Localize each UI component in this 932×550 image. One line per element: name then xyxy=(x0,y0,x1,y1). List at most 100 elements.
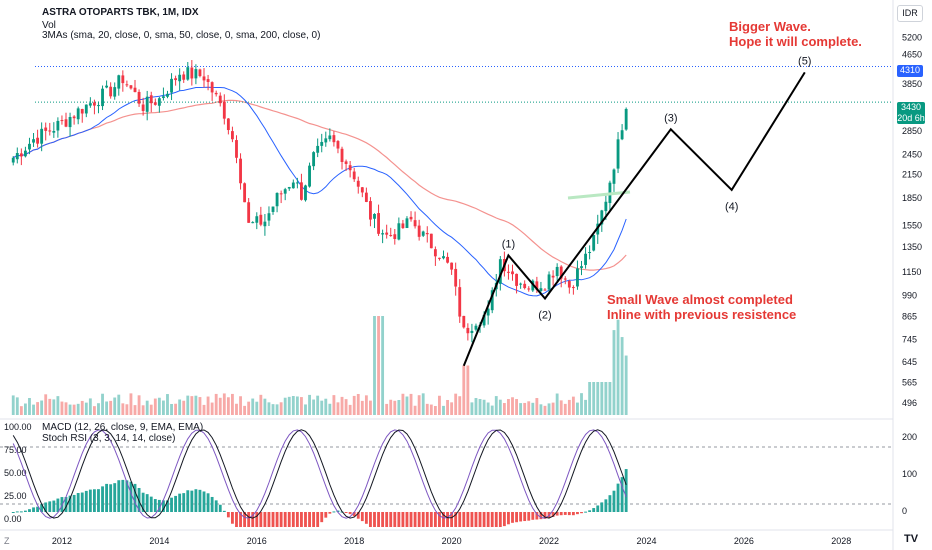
macd-histogram-bar xyxy=(539,512,543,520)
volume-bar xyxy=(369,400,372,415)
volume-bar xyxy=(409,393,413,415)
volume-bar xyxy=(170,403,173,415)
candle-body xyxy=(271,206,275,212)
candle-body xyxy=(97,105,100,107)
candle-body xyxy=(393,234,397,240)
candle-body xyxy=(369,201,372,220)
macd-histogram-bar xyxy=(36,506,40,512)
macd-histogram-bar xyxy=(494,512,498,527)
price-tick-label: 1150 xyxy=(902,267,921,277)
wave-label: (2) xyxy=(538,310,551,322)
candle-body xyxy=(519,283,523,285)
candle-body xyxy=(551,275,555,278)
candle-body xyxy=(157,98,161,106)
volume-bar xyxy=(360,400,364,415)
volume-bar xyxy=(64,402,68,415)
price-tick-label: 1350 xyxy=(902,242,922,252)
timezone-icon[interactable]: Z xyxy=(4,536,10,546)
candle-body xyxy=(60,120,64,122)
candle-body xyxy=(231,131,234,140)
volume-bar xyxy=(271,404,275,415)
volume-bar xyxy=(547,403,551,415)
currency-button[interactable]: IDR xyxy=(897,5,923,22)
volume-bar xyxy=(23,403,27,415)
macd-histogram-bar xyxy=(596,505,600,512)
candle-body xyxy=(178,74,182,82)
macd-histogram-bar xyxy=(511,512,514,523)
candle-body xyxy=(547,274,551,290)
projection-highlight xyxy=(567,190,631,200)
volume-bar xyxy=(592,382,596,415)
macd-histogram-bar xyxy=(612,490,616,512)
candle-body xyxy=(543,289,547,291)
volume-bar xyxy=(413,405,417,415)
volume-bar xyxy=(397,399,401,415)
candle-body xyxy=(364,192,368,202)
macd-histogram-bar xyxy=(490,512,494,527)
volume-bar xyxy=(105,401,109,415)
candle-body xyxy=(385,232,389,235)
volume-bar xyxy=(450,402,454,415)
volume-bar xyxy=(153,398,157,415)
volume-bar xyxy=(80,400,84,415)
macd-histogram-bar xyxy=(295,512,299,527)
volume-bar xyxy=(267,402,271,415)
volume-bar xyxy=(28,398,31,415)
price-tick-label: 2850 xyxy=(902,126,922,136)
chart-title: ASTRA OTOPARTS TBK, 1M, IDX xyxy=(42,7,199,18)
volume-bar xyxy=(515,399,518,415)
volume-bar xyxy=(149,404,153,415)
volume-bar xyxy=(190,396,194,415)
candle-body xyxy=(352,171,356,180)
candle-body xyxy=(300,182,303,200)
ma-legend: 3MAs (sma, 20, close, 0, sma, 50, close,… xyxy=(42,30,321,41)
macd-histogram-bar xyxy=(157,499,161,512)
candle-body xyxy=(417,225,421,237)
volume-bar xyxy=(600,382,604,415)
macd-histogram-bar xyxy=(551,512,555,517)
sma20-line xyxy=(12,86,627,297)
stoch-tick-label: 25.00 xyxy=(4,491,27,501)
volume-bar xyxy=(433,405,437,415)
volume-legend: Vol xyxy=(42,20,56,31)
volume-bar xyxy=(624,355,628,415)
macd-histogram-bar xyxy=(571,512,575,516)
macd-histogram-bar xyxy=(377,512,380,527)
volume-bar xyxy=(113,397,117,415)
macd-histogram-bar xyxy=(417,512,421,527)
macd-histogram-bar xyxy=(11,512,15,513)
candle-body xyxy=(571,287,575,289)
macd-histogram-bar xyxy=(259,512,263,527)
macd-histogram-bar xyxy=(316,512,320,527)
candle-body xyxy=(340,148,344,163)
candle-body xyxy=(36,137,40,144)
macd-histogram-bar xyxy=(226,512,230,518)
candle-body xyxy=(259,214,263,225)
macd-histogram-bar xyxy=(231,512,234,524)
price-tick-label: 2450 xyxy=(902,149,922,159)
macd-histogram-bar xyxy=(72,494,76,512)
macd-histogram-bar xyxy=(64,497,68,512)
macd-histogram-bar xyxy=(478,512,482,527)
volume-bar xyxy=(287,396,291,415)
candle-body xyxy=(92,102,96,106)
volume-bar xyxy=(129,393,133,415)
macd-histogram-bar xyxy=(28,509,31,512)
volume-bar xyxy=(381,316,385,415)
candle-body xyxy=(332,135,336,143)
price-tick-label: 4650 xyxy=(902,50,922,60)
time-tick-label: 2022 xyxy=(539,536,559,546)
candle-body xyxy=(113,87,117,97)
macd-histogram-bar xyxy=(454,512,458,527)
last-price-label: 3430 20d 6h xyxy=(897,102,925,124)
macd-histogram-bar xyxy=(133,483,137,512)
macd-histogram-bar xyxy=(344,512,348,513)
macd-histogram-bar xyxy=(389,512,393,527)
macd-histogram-bar xyxy=(620,477,624,512)
volume-bar xyxy=(36,402,40,415)
candle-body xyxy=(409,216,413,220)
volume-bar xyxy=(377,316,380,415)
macd-tick-label: 100 xyxy=(902,469,917,479)
candle-body xyxy=(592,234,596,251)
macd-histogram-bar xyxy=(222,510,226,512)
